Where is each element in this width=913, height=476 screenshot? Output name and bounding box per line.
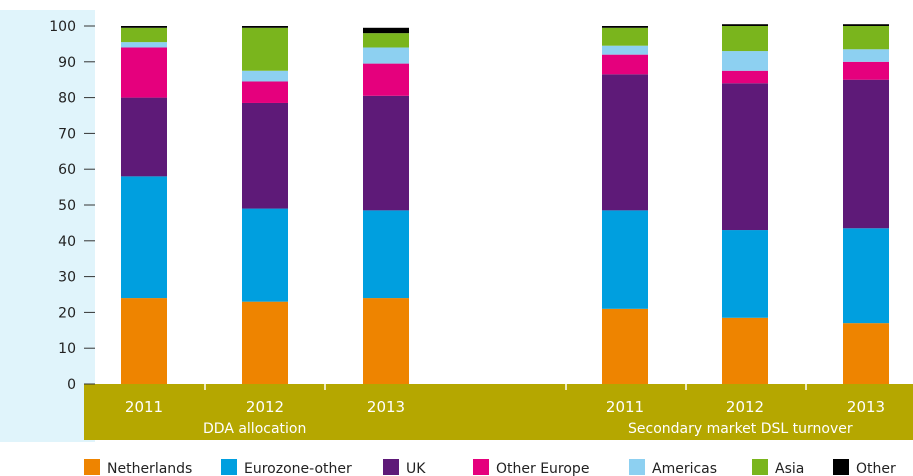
- y-axis-band: [0, 10, 95, 442]
- bar-segment-americas: [363, 47, 409, 64]
- group-label: Secondary market DSL turnover: [628, 421, 853, 437]
- x-tick-label: 2012: [726, 398, 764, 416]
- legend-swatch: [84, 459, 100, 475]
- bar-segment-netherlands: [722, 317, 768, 384]
- bar-segment-netherlands: [363, 298, 409, 384]
- bar-segment-eurozone-other: [722, 230, 768, 318]
- y-tick-label: 100: [49, 19, 76, 35]
- bar-segment-eurozone-other: [843, 228, 889, 324]
- bar-segment-netherlands: [843, 323, 889, 384]
- bar-segment-netherlands: [121, 298, 167, 384]
- bar-segment-americas: [602, 45, 648, 55]
- bar-segment-americas: [843, 49, 889, 62]
- bar-segment-uk: [722, 83, 768, 231]
- bar-segment-other-europe: [363, 63, 409, 96]
- bar-segment-uk: [602, 74, 648, 211]
- y-tick-label: 20: [58, 305, 76, 321]
- legend-swatch: [383, 459, 399, 475]
- bar-segment-other-europe: [602, 54, 648, 75]
- bar-segment-uk: [363, 95, 409, 211]
- bar-segment-netherlands: [602, 308, 648, 384]
- bar-segment-other: [121, 26, 167, 28]
- bar-segment-eurozone-other: [363, 210, 409, 299]
- legend-swatch: [833, 459, 849, 475]
- legend-label: Other Europe: [496, 461, 589, 476]
- bar-segment-asia: [843, 26, 889, 50]
- bar-segment-asia: [602, 27, 648, 46]
- bar-segment-eurozone-other: [121, 176, 167, 299]
- x-tick-label: 2013: [847, 398, 885, 416]
- bar-segment-americas: [121, 42, 167, 48]
- bar-segment-other-europe: [722, 70, 768, 84]
- bar-segment-other: [722, 24, 768, 26]
- legend-label: Other: [856, 461, 896, 476]
- x-axis-band: [84, 384, 913, 440]
- y-tick-label: 30: [58, 270, 76, 286]
- legend-label: Asia: [775, 461, 804, 476]
- group-labels: DDA allocation Secondary market DSL turno…: [203, 421, 853, 437]
- y-tick-label: 0: [67, 377, 76, 393]
- y-tick-label: 60: [58, 162, 76, 178]
- bar-segment-uk: [121, 97, 167, 177]
- legend-label: UK: [406, 461, 426, 476]
- bar-segment-eurozone-other: [242, 208, 288, 302]
- bar-segment-netherlands: [242, 301, 288, 384]
- legend-swatch: [629, 459, 645, 475]
- bar-segment-asia: [121, 27, 167, 43]
- y-axis: 0 10 20 30 40 50 60 70 80 90 100: [49, 19, 95, 393]
- bar-segment-other-europe: [121, 47, 167, 98]
- legend-label: Netherlands: [107, 461, 192, 476]
- bar-segment-uk: [843, 79, 889, 229]
- bars: [121, 24, 889, 384]
- bar-segment-asia: [242, 27, 288, 71]
- bar-segment-americas: [722, 51, 768, 71]
- y-tick-label: 80: [58, 91, 76, 107]
- bar-segment-eurozone-other: [602, 210, 648, 309]
- legend-label: Eurozone-other: [244, 461, 352, 476]
- y-tick-label: 90: [58, 55, 76, 71]
- bar-segment-asia: [363, 33, 409, 48]
- x-axis: 2011 2012 2013 2011 2012 2013: [125, 384, 885, 416]
- y-tick-label: 70: [58, 126, 76, 142]
- y-tick-label: 40: [58, 234, 76, 250]
- legend: Netherlands Eurozone-other UK Other Europe A…: [84, 459, 896, 476]
- x-tick-label: 2011: [125, 398, 163, 416]
- y-tick-label: 50: [58, 198, 76, 214]
- legend-swatch: [473, 459, 489, 475]
- bar-segment-other-europe: [242, 81, 288, 103]
- bar-segment-asia: [722, 26, 768, 52]
- legend-label: Americas: [652, 461, 717, 476]
- x-tick-label: 2011: [606, 398, 644, 416]
- x-tick-label: 2012: [246, 398, 284, 416]
- bar-segment-other-europe: [843, 61, 889, 80]
- bar-segment-other: [843, 24, 889, 26]
- bar-segment-americas: [242, 70, 288, 82]
- bar-segment-other: [602, 26, 648, 28]
- bar-segment-other: [242, 26, 288, 28]
- y-tick-label: 10: [58, 341, 76, 357]
- bar-segment-uk: [242, 102, 288, 209]
- legend-swatch: [752, 459, 768, 475]
- bar-segment-other: [363, 27, 409, 34]
- x-tick-label: 2013: [367, 398, 405, 416]
- group-label: DDA allocation: [203, 421, 306, 437]
- legend-swatch: [221, 459, 237, 475]
